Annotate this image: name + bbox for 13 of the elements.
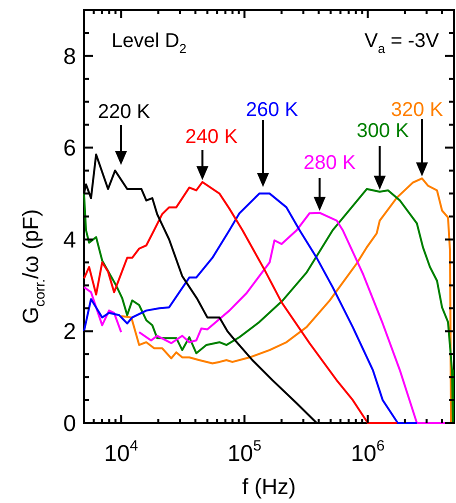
annotation: 240 K bbox=[185, 126, 238, 148]
annotation: 260 K bbox=[246, 99, 299, 121]
annotation: 220 K bbox=[98, 101, 151, 123]
y-tick-label: 8 bbox=[63, 42, 76, 69]
y-tick-label: 4 bbox=[63, 226, 76, 252]
x-axis-title: f (Hz) bbox=[242, 474, 296, 499]
annotation: 280 K bbox=[304, 152, 356, 174]
y-tick-label: 2 bbox=[63, 318, 76, 344]
y-axis-title: Gcorr./ω (pF) bbox=[18, 209, 49, 324]
y-tick-label: 0 bbox=[63, 410, 76, 436]
annotation: 300 K bbox=[356, 120, 410, 142]
y-tick-label: 6 bbox=[63, 134, 76, 161]
annotation: 320 K bbox=[390, 99, 444, 121]
